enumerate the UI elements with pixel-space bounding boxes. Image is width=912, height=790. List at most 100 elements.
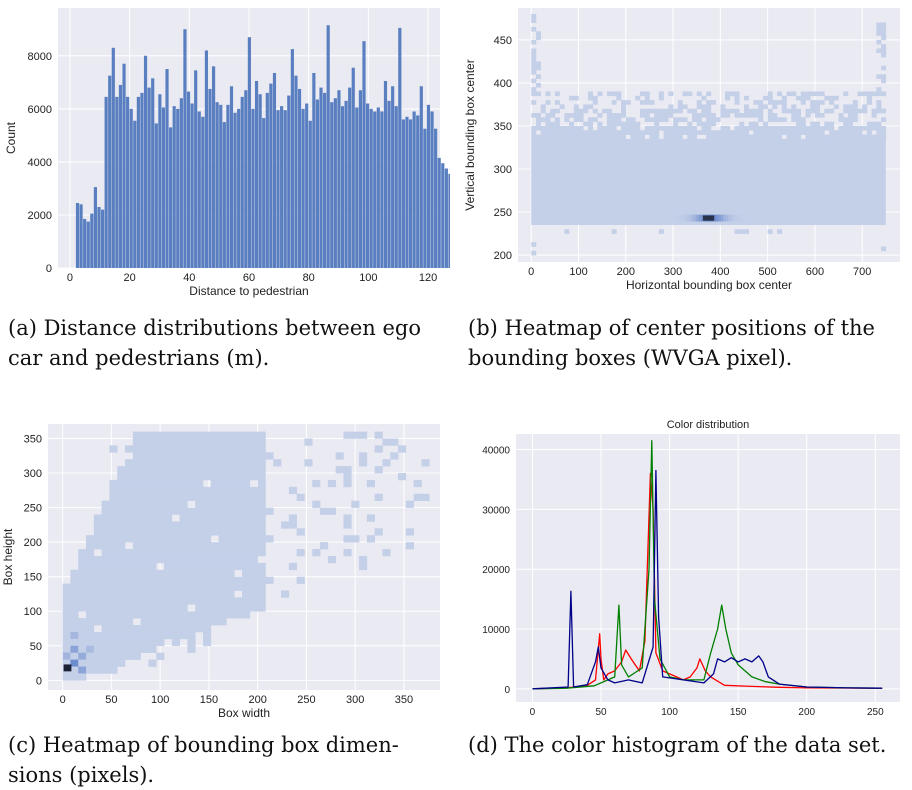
heatmap-cell: [164, 452, 173, 460]
heatmap-cell: [791, 125, 797, 131]
heatmap-cell: [810, 91, 816, 97]
heatmap-cell: [800, 121, 806, 127]
heatmap-cell: [554, 100, 560, 105]
histogram-bar: [93, 187, 97, 268]
y-tick-label: 0: [36, 675, 42, 687]
heatmap-cell: [611, 113, 617, 118]
heatmap-cell: [691, 117, 698, 122]
histogram-bar: [326, 25, 330, 268]
heatmap-cell: [725, 108, 731, 114]
caption-a-line2: car and pedestrians (m).: [8, 346, 270, 370]
heatmap-cell: [881, 117, 887, 122]
heatmap-cell: [109, 590, 118, 598]
heatmap-cell: [852, 100, 858, 105]
heatmap-cell: [852, 113, 858, 118]
heatmap-cell: [62, 652, 71, 660]
x-tick-label: 300: [664, 266, 682, 278]
histogram-bar: [376, 107, 380, 268]
heatmap-cell: [257, 438, 266, 446]
heatmap-cell: [140, 604, 149, 612]
heatmap-cell: [691, 214, 695, 222]
heatmap-cell: [611, 134, 617, 140]
heatmap-cell: [767, 130, 773, 135]
caption-c-line2: sions (pixels).: [8, 763, 155, 787]
heatmap-cell: [649, 108, 655, 114]
heatmap-cell: [810, 121, 816, 127]
heatmap-cell: [359, 452, 368, 460]
heatmap-cell: [531, 18, 537, 23]
histogram-bar: [337, 90, 341, 268]
heatmap-cell: [743, 125, 750, 131]
heatmap-cell: [824, 95, 830, 101]
heatmap-cell: [109, 493, 118, 501]
heatmap-cell: [706, 117, 712, 122]
heatmap-cell: [171, 549, 180, 557]
heatmap-cell: [739, 134, 745, 140]
heatmap-cell: [658, 229, 664, 234]
histogram-bar: [434, 128, 438, 268]
heatmap-cell: [824, 121, 830, 127]
heatmap-cell: [366, 514, 375, 522]
heatmap-cell: [164, 507, 173, 515]
heatmap-cell: [148, 493, 157, 501]
heatmap-cell: [687, 121, 693, 127]
heatmap-cell: [148, 631, 157, 640]
histogram-bar: [423, 128, 427, 268]
heatmap-cell: [639, 134, 646, 140]
heatmap-cell: [715, 134, 721, 140]
heatmap-cell: [758, 117, 764, 122]
heatmap-cell: [132, 479, 141, 488]
heatmap-cell: [597, 130, 603, 135]
heatmap-cell: [242, 459, 251, 467]
heatmap-cell: [242, 479, 251, 488]
heatmap-cell: [649, 130, 655, 135]
heatmap-cell: [554, 130, 560, 135]
heatmap-cell: [881, 48, 887, 54]
heatmap-cell: [195, 486, 204, 495]
heatmap-cell: [658, 125, 664, 131]
heatmap-cell: [210, 479, 219, 488]
heatmap-cell: [226, 576, 235, 584]
heatmap-cell: [101, 549, 110, 557]
heatmap-cell: [86, 645, 95, 653]
heatmap-cell: [210, 431, 219, 439]
heatmap-cell: [117, 479, 126, 488]
heatmap-cell: [125, 638, 134, 647]
heatmap-cell: [226, 438, 235, 446]
heatmap-cell: [148, 625, 157, 633]
heatmap-cell: [687, 108, 693, 114]
heatmap-cell: [800, 95, 806, 101]
heatmap-cell: [866, 91, 872, 97]
heatmap-cell: [649, 125, 655, 131]
heatmap-cell: [710, 121, 716, 127]
heatmap-cell: [171, 452, 180, 460]
heatmap-cell: [148, 562, 157, 571]
heatmap-cell: [720, 134, 726, 140]
heatmap-cell: [179, 479, 188, 488]
heatmap-cell: [195, 625, 204, 633]
y-tick-label: 450: [494, 35, 512, 47]
heatmap-cell: [101, 590, 110, 598]
x-tick-label: 0: [530, 707, 536, 718]
heatmap-cell: [140, 583, 149, 591]
heatmap-cell: [249, 466, 258, 474]
heatmap-cell: [866, 125, 872, 131]
heatmap-cell: [729, 108, 735, 114]
heatmap-cell: [265, 452, 274, 460]
heatmap-cell: [234, 438, 243, 446]
heatmap-cell: [132, 486, 141, 495]
heatmap-cell: [677, 100, 683, 105]
heatmap-cell: [171, 576, 180, 584]
heatmap-cell: [545, 125, 551, 131]
heatmap-cell: [569, 125, 575, 131]
caption-c-line1: (c) Heatmap of bounding box dimen-: [8, 733, 399, 757]
heatmap-cell: [540, 104, 546, 110]
heatmap-cell: [140, 549, 149, 557]
heatmap-cell: [93, 562, 102, 571]
heatmap-cell: [218, 500, 227, 508]
heatmap-cell: [109, 583, 118, 591]
heatmap-cell: [578, 134, 584, 140]
heatmap-cell: [101, 659, 110, 667]
heatmap-cell: [148, 555, 157, 564]
histogram-bar: [208, 88, 212, 268]
